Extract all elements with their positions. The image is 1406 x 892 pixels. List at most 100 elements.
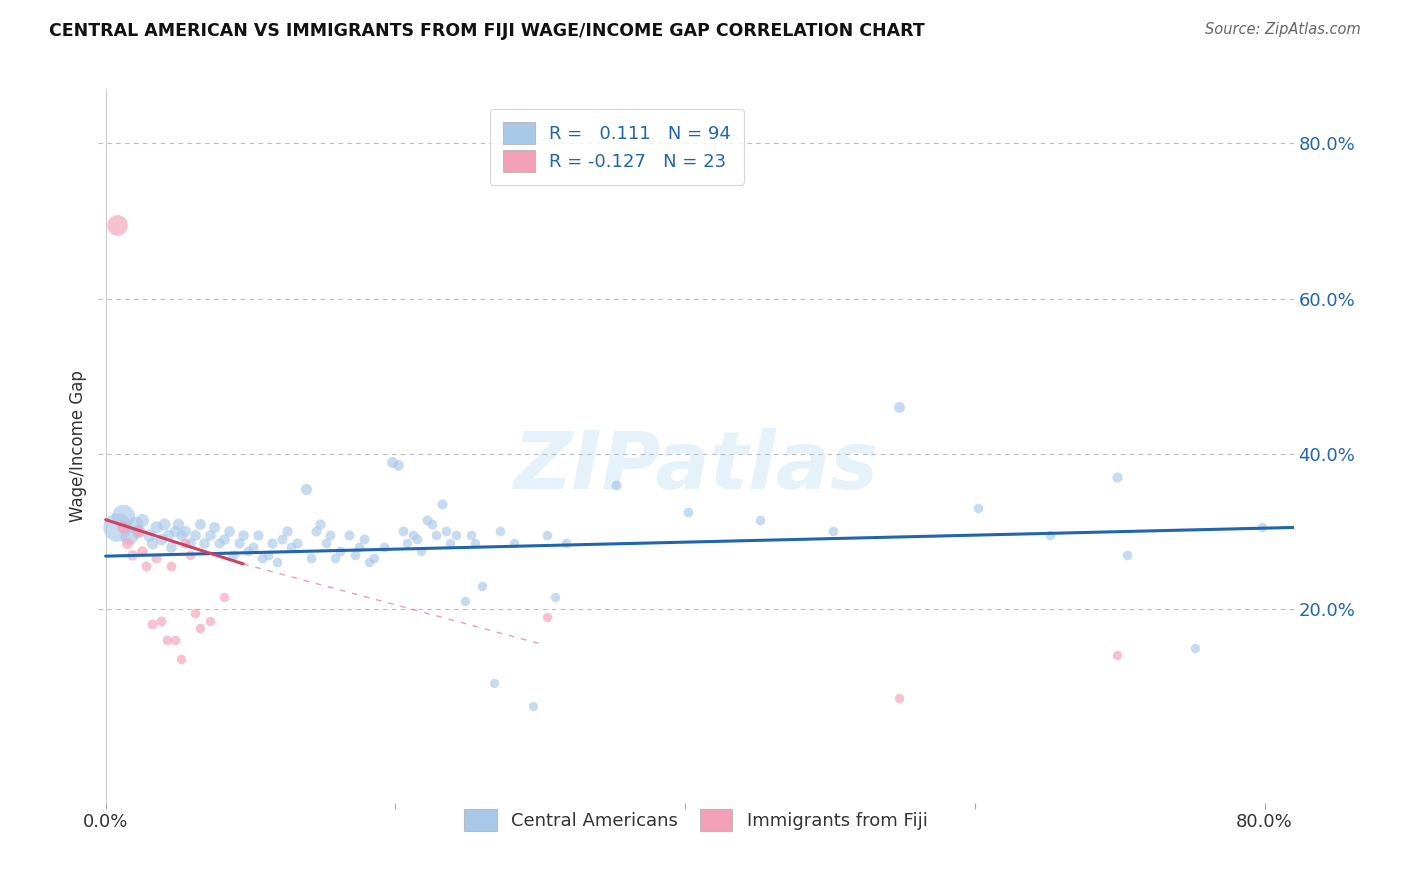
Point <box>323 551 346 566</box>
Point <box>145 520 167 534</box>
Point <box>439 536 461 550</box>
Point <box>749 513 772 527</box>
Legend: Central Americans, Immigrants from Fiji: Central Americans, Immigrants from Fiji <box>456 800 936 840</box>
Point <box>347 540 370 554</box>
Point <box>222 548 245 562</box>
Point <box>966 501 988 516</box>
Point <box>184 606 207 620</box>
Point <box>444 528 467 542</box>
Point <box>544 591 567 605</box>
Point <box>131 543 153 558</box>
Point <box>170 652 193 666</box>
Point <box>454 594 477 608</box>
Point <box>460 528 482 542</box>
Point <box>266 555 288 569</box>
Point <box>118 528 141 542</box>
Point <box>127 524 149 539</box>
Point <box>1250 520 1272 534</box>
Point <box>105 218 128 232</box>
Point <box>179 548 201 562</box>
Point <box>174 536 197 550</box>
Point <box>363 551 385 566</box>
Point <box>138 528 160 542</box>
Point <box>152 516 174 531</box>
Point <box>232 528 254 542</box>
Point <box>156 528 179 542</box>
Point <box>257 548 280 562</box>
Point <box>242 540 264 554</box>
Point <box>889 401 911 415</box>
Point <box>184 528 207 542</box>
Point <box>214 532 236 546</box>
Point <box>676 505 699 519</box>
Point <box>214 591 236 605</box>
Point <box>105 520 128 534</box>
Point <box>246 528 269 542</box>
Point <box>112 520 135 534</box>
Point <box>285 536 308 550</box>
Point <box>198 614 221 628</box>
Point <box>155 632 177 647</box>
Point <box>149 614 172 628</box>
Point <box>402 528 425 542</box>
Point <box>236 543 259 558</box>
Text: CENTRAL AMERICAN VS IMMIGRANTS FROM FIJI WAGE/INCOME GAP CORRELATION CHART: CENTRAL AMERICAN VS IMMIGRANTS FROM FIJI… <box>49 22 925 40</box>
Y-axis label: Wage/Income Gap: Wage/Income Gap <box>69 370 87 522</box>
Point <box>141 536 163 550</box>
Point <box>228 536 250 550</box>
Point <box>1105 648 1128 663</box>
Point <box>112 508 135 523</box>
Text: Source: ZipAtlas.com: Source: ZipAtlas.com <box>1205 22 1361 37</box>
Point <box>141 617 163 632</box>
Point <box>482 675 505 690</box>
Point <box>218 524 240 539</box>
Point <box>889 691 911 706</box>
Point <box>488 524 510 539</box>
Point <box>167 516 190 531</box>
Point <box>145 551 167 566</box>
Point <box>420 516 443 531</box>
Point <box>160 540 183 554</box>
Point <box>503 536 526 550</box>
Point <box>305 524 328 539</box>
Point <box>280 540 302 554</box>
Point <box>373 540 395 554</box>
Point <box>193 536 215 550</box>
Point <box>381 454 404 468</box>
Point <box>250 551 273 566</box>
Point <box>208 536 231 550</box>
Point <box>337 528 360 542</box>
Point <box>179 536 201 550</box>
Point <box>319 528 342 542</box>
Point <box>121 548 143 562</box>
Point <box>395 536 418 550</box>
Point <box>605 477 627 491</box>
Point <box>165 524 187 539</box>
Point <box>124 516 146 531</box>
Point <box>1039 528 1062 542</box>
Text: ZIPatlas: ZIPatlas <box>513 428 879 507</box>
Point <box>188 516 211 531</box>
Point <box>430 497 453 511</box>
Point <box>198 528 221 542</box>
Point <box>309 516 332 531</box>
Point <box>149 532 172 546</box>
Point <box>1116 548 1139 562</box>
Point <box>131 513 153 527</box>
Point <box>434 524 457 539</box>
Point <box>343 548 366 562</box>
Point <box>1184 640 1206 655</box>
Point <box>555 536 578 550</box>
Point <box>416 513 439 527</box>
Point <box>359 555 381 569</box>
Point <box>271 532 294 546</box>
Point <box>536 609 558 624</box>
Point <box>315 536 337 550</box>
Point <box>1105 470 1128 484</box>
Point <box>276 524 298 539</box>
Point <box>391 524 413 539</box>
Point <box>406 532 429 546</box>
Point <box>299 551 322 566</box>
Point <box>202 520 225 534</box>
Point <box>135 559 157 574</box>
